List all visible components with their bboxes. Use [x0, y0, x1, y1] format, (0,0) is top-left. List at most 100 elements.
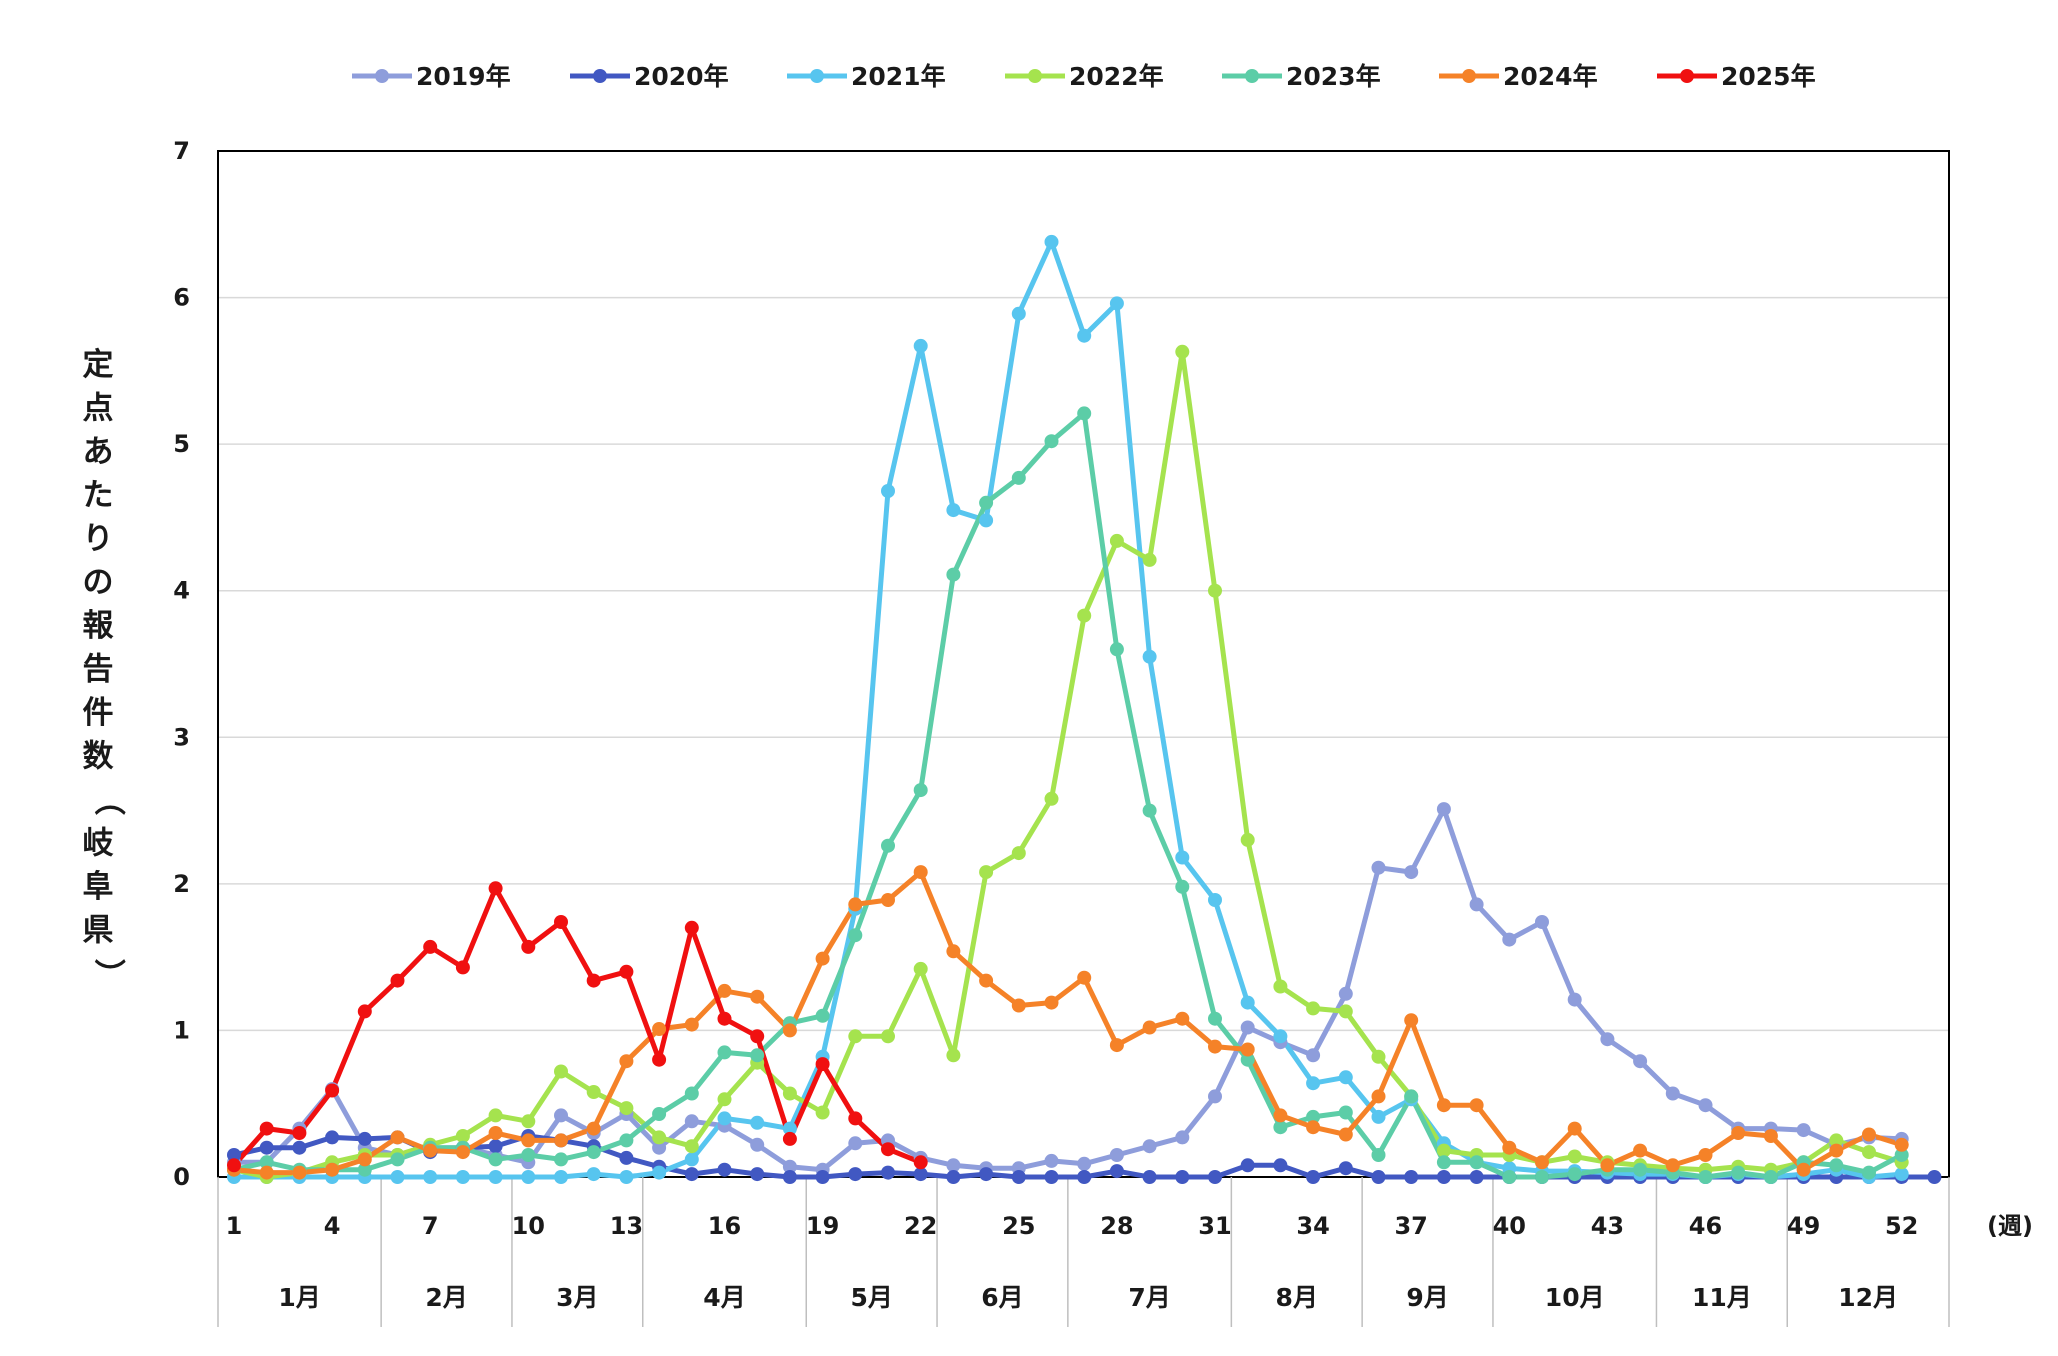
data-point — [488, 881, 503, 896]
data-point — [1600, 1032, 1615, 1047]
data-point — [717, 1045, 732, 1060]
data-point — [1371, 1109, 1386, 1124]
x-tick-label: 43 — [1591, 1212, 1624, 1240]
data-point — [750, 1115, 765, 1130]
data-point — [1306, 1120, 1321, 1135]
month-label: 2月 — [425, 1283, 467, 1312]
data-point — [1240, 1052, 1255, 1067]
data-point — [1208, 583, 1222, 598]
x-tick-label: 52 — [1885, 1212, 1918, 1240]
y-tick-label: 6 — [173, 284, 190, 312]
y-axis-title-char: 報 — [83, 608, 115, 644]
data-point — [684, 1017, 699, 1032]
x-tick-label: 13 — [610, 1212, 643, 1240]
data-point — [881, 1029, 895, 1044]
data-point — [979, 513, 994, 528]
data-point — [652, 1140, 667, 1155]
y-axis-title-char: 阜 — [83, 869, 114, 905]
data-point — [292, 1126, 307, 1140]
data-point — [979, 865, 994, 880]
data-point — [881, 893, 895, 907]
data-point — [1077, 1170, 1092, 1184]
data-point — [848, 1136, 863, 1151]
x-axis-ticks: 1 4 7 10 13 16 19 22 25 28 31 34 37 40 43 46 49 52 (週) — [226, 1212, 2033, 1240]
month-label: 11月 — [1692, 1283, 1752, 1312]
data-point — [1698, 1098, 1713, 1113]
legend-marker — [1680, 69, 1694, 83]
data-point — [1109, 1038, 1124, 1053]
data-point — [1894, 1148, 1909, 1162]
data-point — [881, 838, 895, 853]
data-point — [1044, 1170, 1059, 1184]
data-point — [554, 915, 568, 929]
data-point — [1142, 552, 1157, 567]
legend-marker — [593, 69, 607, 83]
data-point — [1338, 1070, 1353, 1085]
data-point — [782, 1121, 797, 1136]
data-point — [946, 1158, 961, 1173]
data-point — [1011, 998, 1026, 1013]
data-point — [1077, 406, 1092, 421]
data-point — [619, 1133, 634, 1148]
data-point — [227, 1158, 241, 1173]
data-point — [619, 964, 634, 979]
series-line — [232, 885, 922, 1167]
data-point — [1240, 1158, 1255, 1173]
x-tick-label: 7 — [422, 1212, 439, 1240]
data-point — [292, 1140, 307, 1155]
data-point — [1306, 1001, 1321, 1016]
data-point — [946, 567, 961, 582]
data-point — [652, 1022, 667, 1036]
legend-marker — [1462, 69, 1476, 83]
month-axis: 1月 2月 3月 4月 5月 6月 7月 8月 9月 10月 11月 12月 — [217, 1177, 1950, 1327]
y-tick-label: 0 — [173, 1163, 190, 1191]
data-point — [815, 1105, 830, 1120]
data-point — [1175, 850, 1190, 865]
data-point — [1306, 1076, 1321, 1091]
data-point — [782, 1170, 797, 1184]
x-tick-label: 4 — [324, 1212, 341, 1240]
legend-label: 2024年 — [1503, 62, 1598, 91]
data-point — [488, 1170, 503, 1184]
x-tick-label: 34 — [1296, 1212, 1329, 1240]
x-tick-label: 31 — [1198, 1212, 1231, 1240]
data-point — [488, 1126, 503, 1140]
data-point — [1600, 1158, 1615, 1173]
data-point — [684, 1139, 699, 1154]
data-point — [1502, 1170, 1517, 1184]
data-point — [357, 1152, 372, 1167]
data-point — [1044, 434, 1059, 449]
data-point — [1633, 1162, 1648, 1177]
data-point — [1011, 846, 1026, 861]
data-point — [554, 1133, 568, 1148]
data-point — [488, 1152, 503, 1167]
y-axis-title-char: 件 — [83, 695, 114, 731]
data-point — [1273, 1108, 1288, 1123]
x-tick-label: 46 — [1689, 1212, 1722, 1240]
plot-area — [217, 150, 1950, 1178]
legend-marker — [810, 69, 824, 83]
data-point — [390, 973, 405, 988]
data-point — [1338, 1127, 1353, 1142]
x-tick-label: 16 — [708, 1212, 741, 1240]
data-point — [652, 1165, 667, 1180]
y-axis-title-char: り — [83, 521, 114, 557]
data-point — [1371, 1170, 1386, 1184]
data-point — [979, 973, 994, 988]
data-point — [815, 951, 830, 966]
data-point — [1109, 642, 1124, 657]
data-point — [488, 1139, 503, 1154]
data-point — [357, 1131, 372, 1146]
data-point — [1567, 1167, 1582, 1182]
x-tick-label: 22 — [904, 1212, 937, 1240]
data-point — [1436, 802, 1451, 817]
data-point — [848, 928, 863, 943]
legend-label: 2019年 — [416, 62, 511, 91]
data-point — [946, 944, 961, 959]
data-point — [815, 1057, 830, 1072]
data-point — [455, 960, 470, 975]
data-point — [750, 989, 765, 1004]
x-tick-label: 49 — [1787, 1212, 1820, 1240]
data-point — [227, 1148, 241, 1162]
